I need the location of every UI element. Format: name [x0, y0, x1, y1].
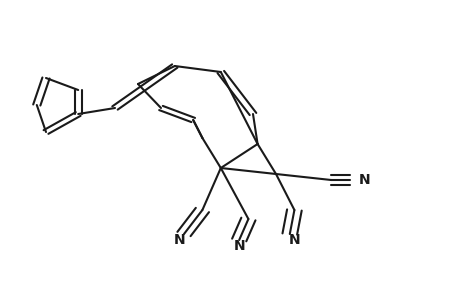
Text: N: N — [358, 173, 369, 187]
Text: N: N — [288, 233, 300, 247]
Text: N: N — [233, 239, 245, 253]
Text: N: N — [173, 233, 185, 247]
